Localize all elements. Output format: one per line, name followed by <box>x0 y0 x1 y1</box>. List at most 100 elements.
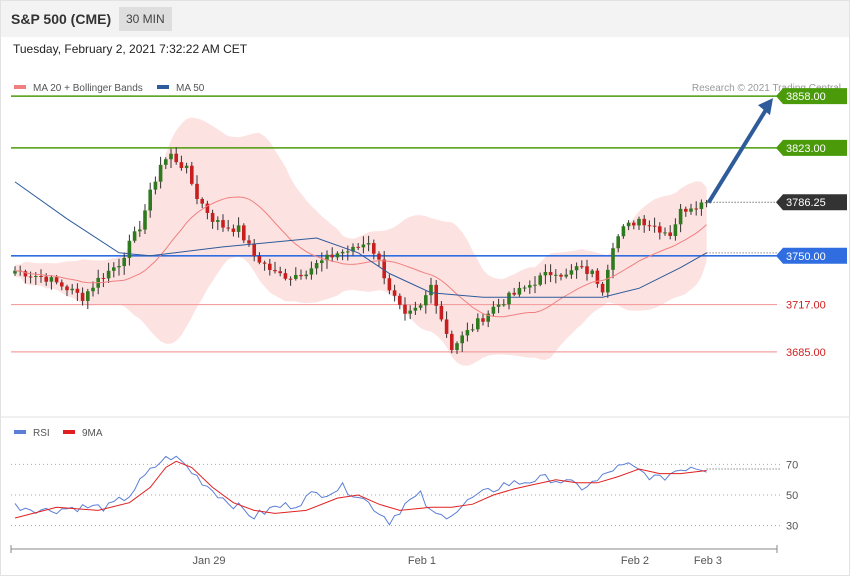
candle <box>190 161 194 186</box>
candle <box>668 225 672 240</box>
candle-body <box>164 159 168 165</box>
candle <box>465 322 470 342</box>
candle-body <box>28 276 33 278</box>
level-label-3685.00: 3685.00 <box>786 347 826 359</box>
candle-body <box>512 292 516 295</box>
target-arrow <box>706 98 773 204</box>
candle-body <box>278 271 282 274</box>
candle-body <box>195 183 199 200</box>
candle-body <box>75 288 80 293</box>
current-price-tag <box>776 194 847 211</box>
candle-body <box>44 276 48 282</box>
candle-body <box>294 274 298 279</box>
candle <box>387 274 392 295</box>
candle <box>704 199 709 208</box>
candle-body <box>704 202 709 204</box>
time-axis-label: Jan 29 <box>192 555 225 567</box>
candle <box>377 251 381 267</box>
candle-body <box>470 329 475 331</box>
time-axis-label: Feb 3 <box>694 555 722 567</box>
candle <box>512 287 516 297</box>
candle-body <box>559 274 563 277</box>
candle-body <box>699 202 704 209</box>
candle-body <box>216 220 220 222</box>
candle-body <box>455 343 459 350</box>
candle-body <box>226 227 230 229</box>
candle <box>340 249 345 261</box>
candle-body <box>564 274 568 277</box>
candle-body <box>465 330 470 336</box>
candle-body <box>288 278 293 280</box>
candle <box>486 310 490 328</box>
candle-body <box>346 251 350 253</box>
candle <box>101 273 106 288</box>
candle <box>611 242 615 279</box>
candle <box>179 155 184 171</box>
candle <box>621 224 626 239</box>
candle <box>346 245 350 261</box>
ma50-legend-swatch <box>157 85 169 89</box>
candle-body <box>689 208 693 212</box>
candle <box>70 284 74 295</box>
candle-body <box>413 307 418 311</box>
bollinger-band <box>15 117 707 366</box>
timeframe-badge[interactable]: 30 MIN <box>119 7 172 31</box>
candle <box>699 199 704 216</box>
candle <box>413 301 418 315</box>
candle-body <box>262 262 267 264</box>
candle <box>600 281 605 296</box>
candle-body <box>34 275 38 277</box>
candle <box>351 243 355 256</box>
candle-body <box>325 254 329 261</box>
level-label-3750.00: 3750.00 <box>786 251 826 263</box>
candle <box>434 280 438 314</box>
candle-body <box>138 229 142 232</box>
candle <box>502 299 506 307</box>
rsi-legend-label: RSI <box>33 428 50 439</box>
candle <box>184 162 189 174</box>
candle <box>169 148 173 169</box>
candle-body <box>517 287 522 295</box>
candle-body <box>439 305 444 320</box>
time-axis-label: Feb 1 <box>408 555 436 567</box>
candle-body <box>647 225 652 227</box>
candle-body <box>522 287 527 289</box>
candle-body <box>86 291 90 301</box>
candle-body <box>528 285 532 288</box>
candle <box>262 260 267 271</box>
candle <box>528 280 532 294</box>
candle-body <box>309 268 314 275</box>
candle <box>424 290 428 314</box>
candle <box>361 236 366 254</box>
candle-body <box>304 274 308 277</box>
candle-body <box>122 257 126 267</box>
level-tag-3858.00 <box>776 88 847 105</box>
candle-body <box>231 228 236 232</box>
candle <box>132 226 137 243</box>
candle-body <box>268 263 272 270</box>
candle <box>616 234 620 253</box>
candle-body <box>418 305 423 308</box>
candle <box>481 313 485 326</box>
candle-body <box>548 271 553 276</box>
candle-body <box>320 260 324 264</box>
time-axis-label: Feb 2 <box>621 555 649 567</box>
candle-body <box>600 283 605 293</box>
candle-body <box>174 153 178 163</box>
candle <box>268 258 272 276</box>
candle-body <box>429 284 433 296</box>
candle-body <box>60 282 64 287</box>
candle-body <box>330 254 334 258</box>
candle-body <box>408 310 412 314</box>
candle-body <box>684 208 688 212</box>
candle <box>543 264 548 285</box>
candle-body <box>694 208 698 210</box>
candle <box>174 147 178 165</box>
candle <box>153 176 158 195</box>
candle <box>294 267 298 281</box>
candle-body <box>382 259 386 279</box>
candle-body <box>491 306 496 314</box>
candle <box>236 217 241 238</box>
candle <box>564 268 568 279</box>
